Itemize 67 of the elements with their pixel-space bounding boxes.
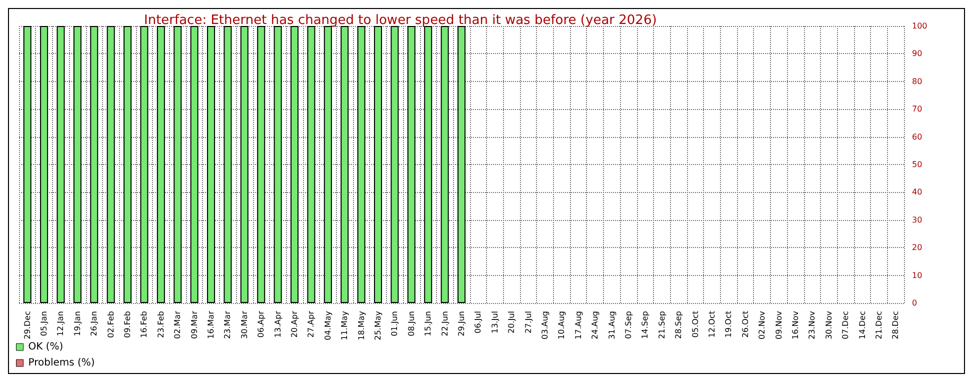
x-tick-label: 24.Aug [590,311,600,340]
y-tick-label: 60 [912,132,922,142]
y-tick-label: 30 [912,215,922,224]
x-tick-label: 21.Dec [874,311,884,340]
x-tick-label: 04.May [323,310,332,340]
x-tick-label: 13.Apr [273,310,282,338]
x-tick-label: 21.Sep [657,311,666,339]
x-tick-label: 16.Mar [206,310,216,339]
y-tick-label: 0 [912,298,918,308]
x-tick-label: 30.Mar [240,310,249,339]
x-tick-label: 29.Jun [457,311,466,336]
y-tick-label: 80 [912,76,922,86]
x-tick-label: 26.Jan [90,311,99,336]
legend-label: Problems (%) [28,358,95,368]
x-tick-label: 27.Jul [524,311,533,334]
x-tick-label: 15.Jun [424,311,433,336]
x-tick-label: 10.Aug [557,311,566,340]
x-tick-label: 11.May [340,310,350,340]
x-tick-label: 07.Sep [624,311,633,339]
x-tick-label: 06.Jul [474,311,483,334]
x-tick-label: 07.Dec [841,311,850,340]
x-tick-label: 29.Dec [22,311,32,340]
x-tick-label: 28.Sep [674,311,684,339]
x-tick-label: 06.Apr [256,310,266,338]
x-tick-label: 17.Aug [574,311,583,340]
x-tick-label: 23.Feb [156,311,166,338]
x-tick-label: 23.Nov [808,310,817,340]
x-tick-label: 02.Feb [106,311,116,338]
x-tick-label: 01.Jun [390,311,400,336]
x-tick-label: 02.Mar [173,310,182,339]
x-tick-label: 26.Oct [740,311,750,338]
x-tick-label: 27.Apr [306,310,316,338]
x-tick-label: 28.Dec [891,311,900,340]
x-tick-label: 13.Jul [490,311,500,334]
x-tick-label: 25.May [374,310,383,340]
x-tick-label: 05.Oct [690,311,700,338]
y-tick-label: 20 [912,243,922,252]
x-tick-label: 09.Mar [190,310,199,339]
y-tick-label: 100 [912,22,928,30]
x-tick-label: 02.Nov [758,310,767,340]
x-tick-label: 20.Jul [507,311,516,334]
x-tick-label: 09.Nov [774,310,784,340]
x-tick-label: 12.Jan [56,311,66,336]
x-tick-label: 19.Jan [72,311,82,336]
legend-label: OK (%) [28,342,64,352]
x-tick-label: 14.Dec [858,311,867,340]
y-tick-label: 50 [912,160,922,169]
y-tick-label: 40 [912,188,922,197]
x-tick-label: 20.Apr [290,310,300,338]
y-tick-label: 90 [912,49,922,58]
y-tick-label: 10 [912,270,922,280]
x-tick-label: 16.Feb [140,311,149,338]
x-tick-label: 03.Aug [540,311,550,340]
chart-title: Interface: Ethernet has changed to lower speed than it was before (year 2026) [144,13,657,28]
x-tick-label: 23.Mar [223,310,232,339]
x-tick-label: 09.Feb [123,311,132,338]
x-tick-label: 14.Sep [640,311,650,339]
x-tick-label: 16.Nov [790,310,800,340]
x-tick-label: 22.Jun [440,311,450,336]
x-tick-label: 12.Oct [707,311,716,338]
x-tick-label: 18.May [356,310,366,340]
x-tick-label: 30.Nov [824,310,834,340]
x-tick-label: 31.Aug [607,311,616,340]
x-tick-label: 19.Oct [724,311,734,338]
x-tick-label: 05.Jan [40,311,49,336]
y-tick-label: 70 [912,104,922,114]
x-tick-label: 08.Jun [406,311,416,336]
